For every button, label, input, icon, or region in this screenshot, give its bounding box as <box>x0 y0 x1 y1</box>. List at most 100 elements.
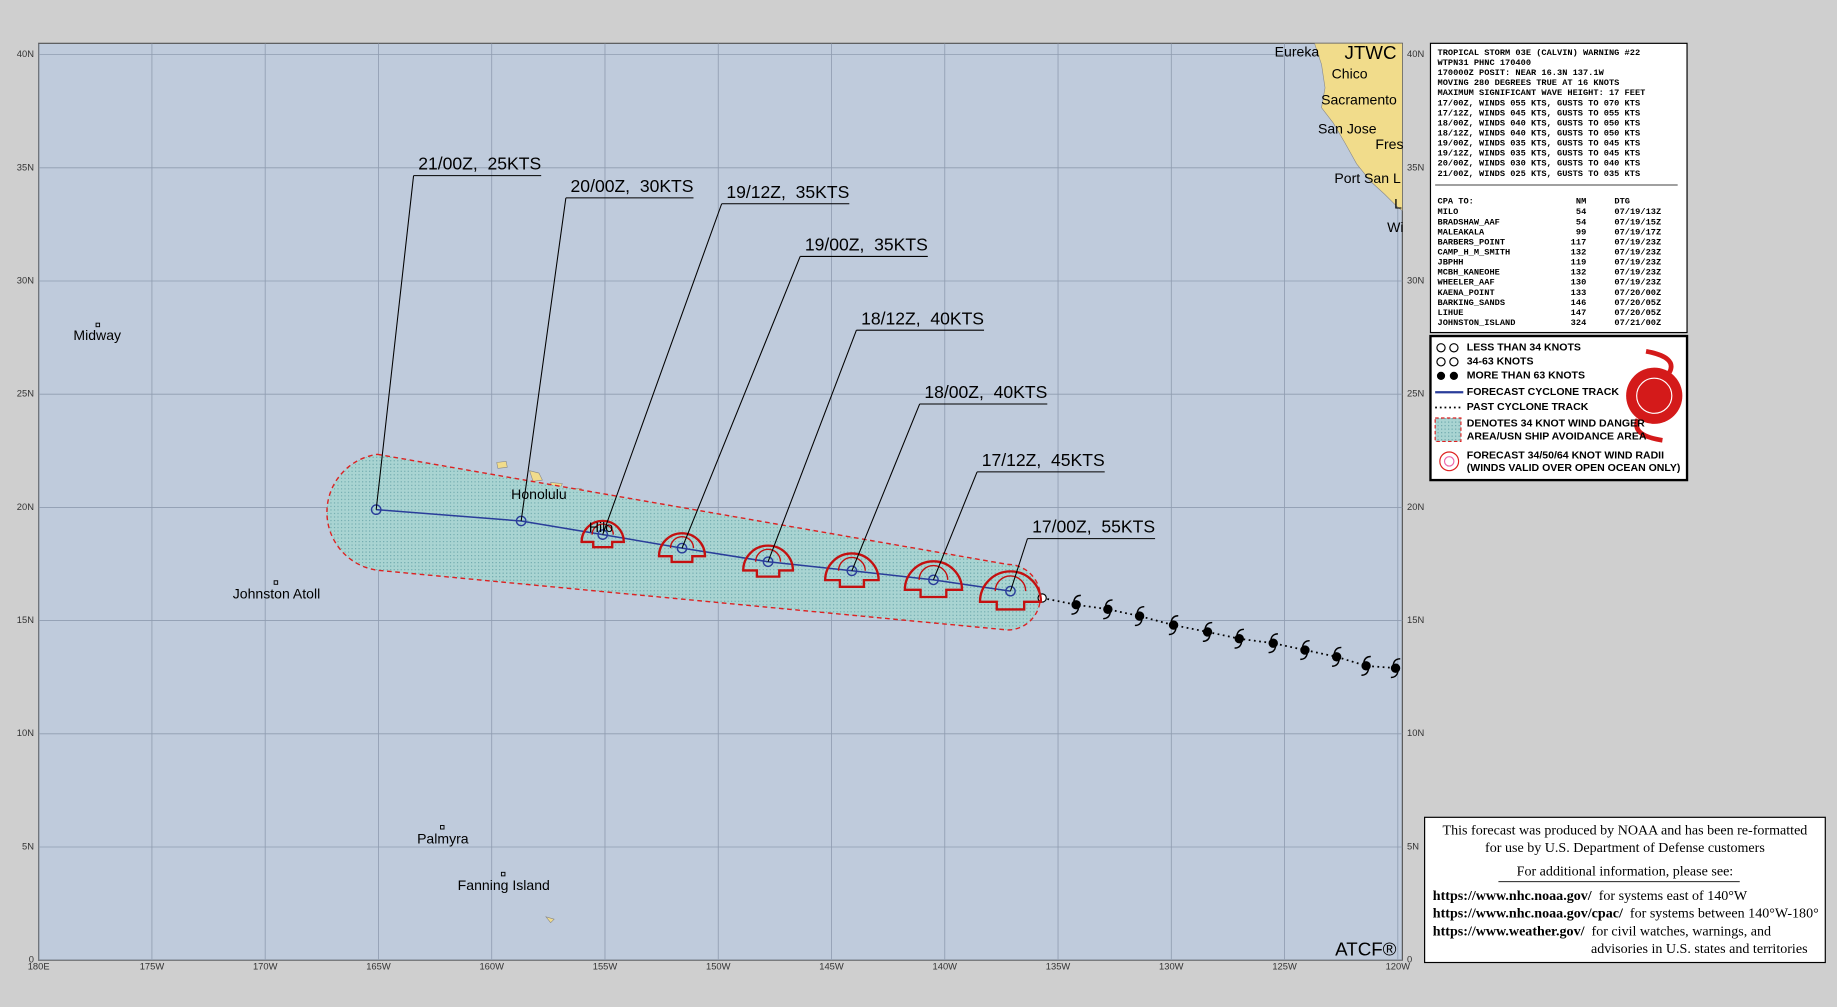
cpa-cell: 146 <box>1571 298 1587 308</box>
forecast-label: 17/00Z, 55KTS <box>1032 517 1155 537</box>
storm-symbol <box>1300 645 1310 655</box>
cpa-cell: 133 <box>1571 288 1587 298</box>
y-tick-label: 25N <box>17 389 34 399</box>
legend-label: DENOTES 34 KNOT WIND DANGER <box>1467 418 1645 430</box>
past-position <box>1202 621 1213 642</box>
y-tick-label: 25N <box>1407 389 1424 399</box>
cpa-cell: BARBERS_POINT <box>1437 237 1505 247</box>
place-label: Palmyra <box>417 830 469 846</box>
cpa-cell: 117 <box>1571 237 1587 247</box>
storm-symbol <box>1071 594 1081 615</box>
cpa-cell: 99 <box>1576 227 1586 237</box>
place-label: L <box>1394 196 1402 212</box>
warning-line: 18/00Z, WINDS 040 KTS, GUSTS TO 050 KTS <box>1437 118 1640 128</box>
cpa-cell: 07/19/17Z <box>1614 227 1661 237</box>
x-tick-label: 135W <box>1046 962 1071 972</box>
y-tick-label: 10N <box>1407 728 1424 738</box>
storm-symbol <box>1103 599 1113 620</box>
warning-line: 17/00Z, WINDS 055 KTS, GUSTS TO 070 KTS <box>1437 98 1640 108</box>
footer-line: For additional information, please see: <box>1517 864 1734 880</box>
cpa-cell: CAMP_H_M_SMITH <box>1437 248 1510 258</box>
place-label: Port San L <box>1334 170 1401 186</box>
leader-line <box>932 471 978 581</box>
wind-radii <box>754 548 782 562</box>
warning-text: TROPICAL STORM 03E (CALVIN) WARNING #22W… <box>1437 48 1661 328</box>
cpa-cell: 07/19/23Z <box>1614 248 1661 258</box>
footer-line: for use by U.S. Department of Defense cu… <box>1485 840 1765 856</box>
x-tick-label: 155W <box>593 962 618 972</box>
warning-box <box>1429 42 1688 334</box>
past-position <box>1268 633 1278 654</box>
leader-line <box>375 175 415 510</box>
wind-radii <box>903 560 964 599</box>
link[interactable]: https://www.nhc.noaa.gov/ <box>1433 888 1593 904</box>
link[interactable]: https://www.nhc.noaa.gov/cpac/ <box>1433 906 1624 922</box>
cpa-header: DTG <box>1614 197 1630 207</box>
y-tick-label: 20N <box>17 502 34 512</box>
x-tick-label: 130W <box>1159 962 1184 972</box>
footer-box <box>1424 816 1826 964</box>
place-label: Honolulu <box>511 486 566 502</box>
cpa-cell: 54 <box>1576 207 1586 217</box>
logo <box>1626 367 1683 424</box>
forecast-label: 19/00Z, 35KTS <box>805 235 928 255</box>
storm-symbol <box>1134 611 1145 621</box>
warning-line: 19/00Z, WINDS 035 KTS, GUSTS TO 045 KTS <box>1437 139 1640 149</box>
forecast-position <box>676 542 688 554</box>
warning-line: 17/12Z, WINDS 045 KTS, GUSTS TO 055 KTS <box>1437 108 1640 118</box>
warning-line: 18/12Z, WINDS 040 KTS, GUSTS TO 050 KTS <box>1437 129 1640 139</box>
link[interactable]: https://www.weather.gov/ <box>1433 923 1586 939</box>
footer: This forecast was produced by NOAA and h… <box>1433 823 1819 957</box>
legend-symbol <box>1436 371 1446 380</box>
cpa-cell: 07/20/00Z <box>1614 288 1661 298</box>
storm-symbol <box>1268 638 1278 648</box>
link-description: for civil watches, warnings, and <box>1592 923 1771 939</box>
place-label: Johnston Atoll <box>233 586 320 602</box>
place-label: Hilo <box>589 519 613 535</box>
legend-label: PAST CYCLONE TRACK <box>1467 401 1589 413</box>
leader-line <box>851 403 921 571</box>
cpa-cell: 324 <box>1571 318 1587 328</box>
y-tick-label: 30N <box>17 275 34 285</box>
forecast-label: 17/12Z, 45KTS <box>982 450 1105 470</box>
wind-radii <box>837 556 866 571</box>
forecast-label: 18/12Z, 40KTS <box>861 308 984 328</box>
place-label: Fres <box>1375 136 1403 152</box>
forecast-position <box>1005 585 1016 597</box>
past-position <box>1361 655 1371 676</box>
storm-symbol <box>1390 663 1401 673</box>
link-description: for systems between 140°W-180° <box>1630 906 1819 922</box>
storm-symbol <box>1202 627 1213 637</box>
forecast-position <box>515 515 527 527</box>
legend-symbol <box>1439 451 1460 472</box>
storm-symbol <box>1071 600 1081 610</box>
storm-symbol <box>1300 639 1310 661</box>
y-tick-label: 30N <box>1407 275 1424 285</box>
wind-radii <box>580 519 625 549</box>
storm-symbol <box>1331 646 1342 667</box>
place-label: Sacramento <box>1321 91 1397 107</box>
cpa-cell: 147 <box>1571 308 1587 318</box>
cpa-cell: 07/19/23Z <box>1614 237 1661 247</box>
y-tick-label: 5N <box>1407 841 1419 851</box>
legend-symbol <box>1443 456 1455 467</box>
y-tick-label: 35N <box>17 162 34 172</box>
x-tick-label: 145W <box>819 962 844 972</box>
past-position <box>1300 639 1310 661</box>
link-description: for systems east of 140°W <box>1599 888 1748 904</box>
wind-radii <box>742 544 795 578</box>
y-tick-label: 35N <box>1407 162 1424 172</box>
warning-line: WTPN31 PHNC 170400 <box>1437 58 1531 68</box>
warning-line: MAXIMUM SIGNIFICANT WAVE HEIGHT: 17 FEET <box>1437 88 1645 98</box>
cpa-cell: JBPHH <box>1437 258 1463 268</box>
wind-radii <box>669 536 695 549</box>
logo <box>1634 348 1674 443</box>
storm-symbol <box>1268 633 1278 654</box>
cpa-cell: 130 <box>1571 278 1587 288</box>
place-marker <box>273 580 279 585</box>
wind-radii <box>994 575 1027 592</box>
legend-label: AREA/USN SHIP AVOIDANCE AREA <box>1467 431 1647 443</box>
cpa-cell: LIHUE <box>1437 308 1463 318</box>
storm-symbol <box>1103 604 1113 614</box>
